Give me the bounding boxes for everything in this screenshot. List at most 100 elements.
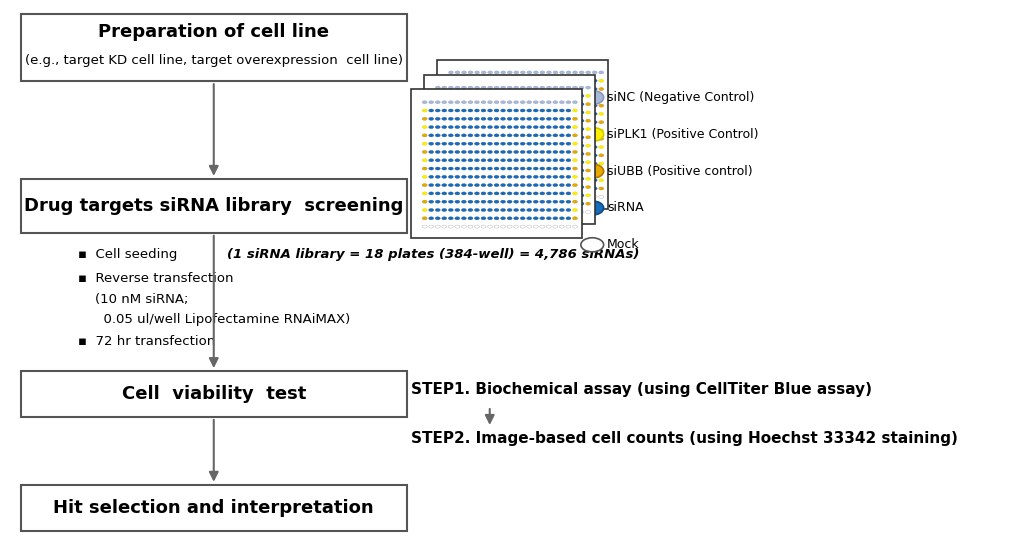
Circle shape [448, 134, 453, 137]
Circle shape [572, 167, 577, 170]
Circle shape [579, 137, 584, 140]
Circle shape [553, 179, 558, 182]
Circle shape [585, 86, 590, 89]
Circle shape [540, 88, 545, 91]
Circle shape [508, 171, 513, 173]
Circle shape [508, 127, 513, 131]
Circle shape [442, 142, 447, 145]
Circle shape [572, 169, 577, 172]
Circle shape [559, 185, 564, 189]
Circle shape [449, 88, 453, 91]
Circle shape [527, 154, 532, 157]
Circle shape [579, 211, 584, 213]
Circle shape [521, 184, 525, 187]
Circle shape [487, 202, 492, 205]
Circle shape [514, 136, 519, 139]
Circle shape [527, 169, 532, 172]
Circle shape [474, 150, 479, 154]
Circle shape [521, 200, 525, 203]
Circle shape [487, 177, 492, 181]
Circle shape [494, 162, 499, 165]
Circle shape [449, 79, 453, 82]
Circle shape [521, 109, 525, 112]
Circle shape [521, 137, 526, 140]
Circle shape [500, 153, 506, 155]
Circle shape [468, 211, 473, 213]
Circle shape [468, 79, 473, 82]
Circle shape [461, 185, 466, 189]
Circle shape [468, 144, 473, 147]
Text: STEP2. Image-based cell counts (using Hoechst 33342 staining): STEP2. Image-based cell counts (using Ho… [410, 431, 957, 446]
Circle shape [487, 154, 492, 157]
Circle shape [429, 175, 434, 178]
Circle shape [540, 195, 545, 199]
Circle shape [455, 169, 460, 172]
Circle shape [553, 153, 558, 155]
Circle shape [494, 171, 499, 173]
Circle shape [468, 137, 473, 140]
Circle shape [436, 202, 441, 205]
Circle shape [508, 195, 513, 199]
Circle shape [449, 104, 453, 107]
Circle shape [508, 175, 513, 178]
Circle shape [461, 111, 466, 114]
Circle shape [521, 126, 525, 129]
Circle shape [474, 79, 479, 82]
Circle shape [455, 217, 460, 220]
Circle shape [553, 144, 558, 147]
Circle shape [579, 171, 584, 173]
Circle shape [449, 211, 453, 213]
Circle shape [599, 179, 604, 182]
Circle shape [429, 217, 434, 220]
Circle shape [461, 127, 466, 131]
Circle shape [481, 167, 486, 170]
Circle shape [527, 177, 532, 181]
Circle shape [474, 184, 479, 187]
Circle shape [547, 171, 551, 173]
Circle shape [468, 109, 473, 112]
Circle shape [429, 208, 434, 212]
Circle shape [442, 117, 447, 120]
Circle shape [462, 79, 466, 82]
Circle shape [559, 96, 564, 99]
Circle shape [449, 137, 453, 140]
Circle shape [436, 200, 440, 203]
Circle shape [579, 96, 584, 99]
Circle shape [474, 202, 479, 205]
Circle shape [559, 192, 564, 195]
Circle shape [527, 142, 532, 145]
Circle shape [553, 109, 558, 112]
Circle shape [468, 169, 473, 172]
Circle shape [527, 184, 532, 187]
Circle shape [514, 171, 519, 173]
Circle shape [592, 71, 598, 74]
Circle shape [494, 144, 499, 147]
Circle shape [449, 112, 453, 115]
Circle shape [540, 185, 545, 189]
Circle shape [585, 121, 590, 124]
Circle shape [461, 184, 466, 187]
Circle shape [572, 202, 577, 205]
Circle shape [442, 103, 447, 106]
Circle shape [508, 161, 513, 164]
Circle shape [559, 154, 564, 157]
Circle shape [534, 161, 538, 164]
Circle shape [566, 175, 571, 178]
Circle shape [468, 195, 473, 199]
Circle shape [566, 104, 571, 107]
Circle shape [474, 121, 479, 124]
Circle shape [455, 94, 460, 97]
Circle shape [474, 137, 479, 140]
Circle shape [585, 169, 590, 172]
Circle shape [540, 121, 545, 124]
Circle shape [572, 126, 577, 129]
Circle shape [455, 101, 460, 104]
Circle shape [436, 225, 440, 228]
Circle shape [540, 136, 545, 139]
Circle shape [474, 162, 479, 165]
Circle shape [534, 79, 539, 82]
Circle shape [474, 144, 479, 147]
Circle shape [527, 217, 532, 220]
Circle shape [559, 211, 564, 213]
Circle shape [514, 86, 519, 89]
